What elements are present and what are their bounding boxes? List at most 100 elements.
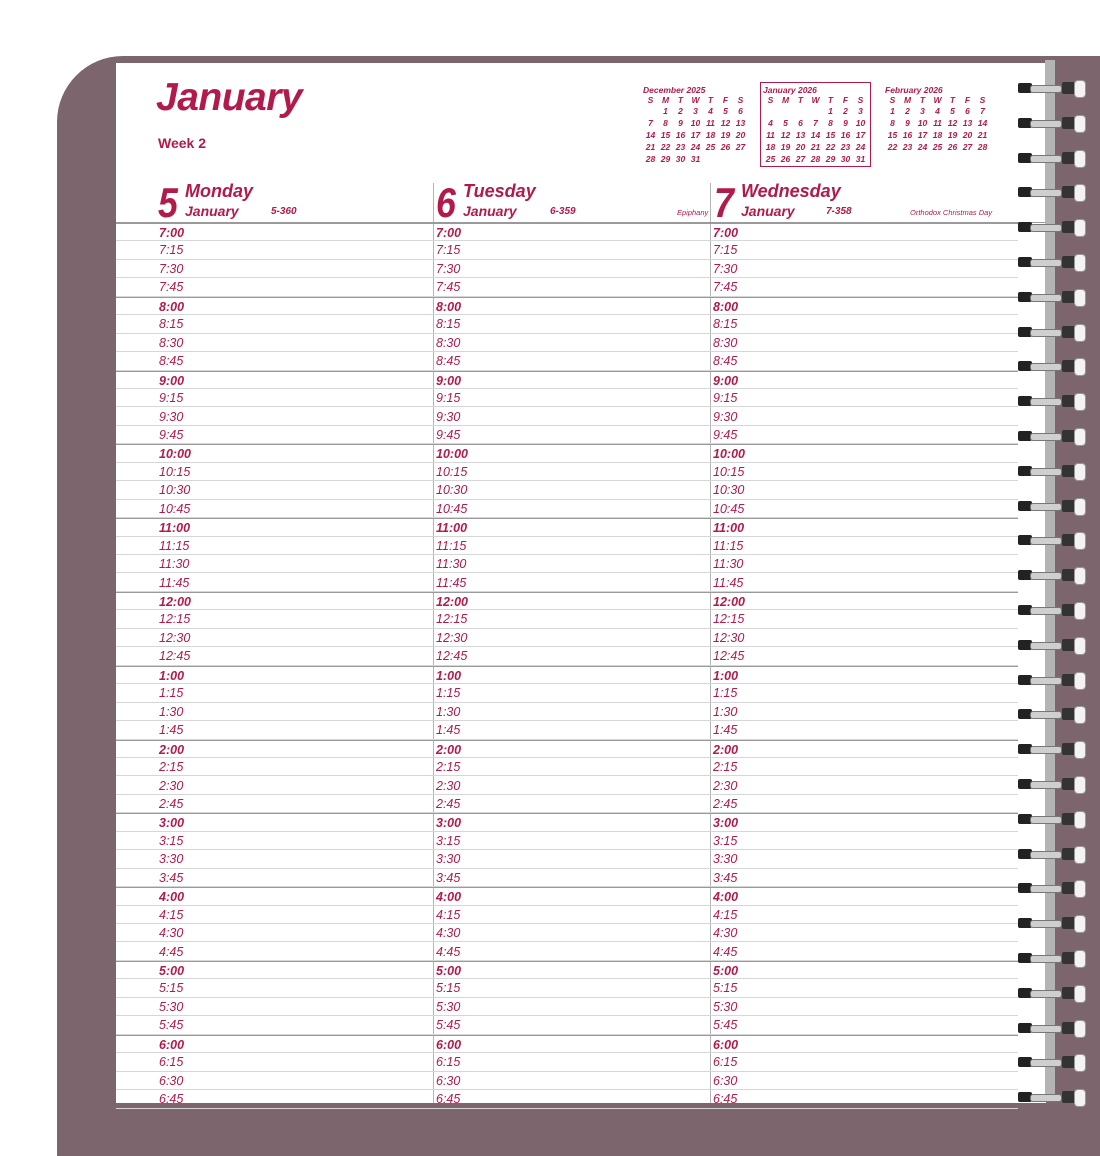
time-slot-tuesday[interactable]: 4:45 [433, 943, 710, 961]
time-slot-monday[interactable]: 10:30 [156, 481, 433, 500]
time-slot-monday[interactable]: 12:00 [156, 592, 433, 611]
time-slot-tuesday[interactable]: 12:45 [433, 647, 710, 666]
time-slot-wednesday[interactable]: 10:45 [710, 500, 1018, 519]
time-slot-wednesday[interactable]: 9:15 [710, 389, 1018, 408]
time-slot-tuesday[interactable]: 7:15 [433, 241, 710, 260]
time-slot-tuesday[interactable]: 7:30 [433, 260, 710, 279]
time-slot-monday[interactable]: 3:30 [156, 850, 433, 869]
time-slot-tuesday[interactable]: 8:30 [433, 334, 710, 353]
time-slot-tuesday[interactable]: 9:45 [433, 426, 710, 445]
time-slot-wednesday[interactable]: 1:45 [710, 721, 1018, 740]
time-slot-wednesday[interactable]: 2:15 [710, 758, 1018, 777]
time-slot-monday[interactable]: 5:45 [156, 1016, 433, 1035]
time-slot-monday[interactable]: 11:45 [156, 574, 433, 592]
time-slot-tuesday[interactable]: 1:00 [433, 665, 710, 685]
time-slot-monday[interactable]: 9:30 [156, 408, 433, 426]
time-slot-wednesday[interactable]: 11:45 [710, 574, 1018, 592]
time-slot-wednesday[interactable]: 6:00 [710, 1034, 1018, 1054]
time-slot-tuesday[interactable]: 12:00 [433, 592, 710, 611]
time-slot-tuesday[interactable]: 11:15 [433, 537, 710, 556]
time-slot-monday[interactable]: 12:15 [156, 610, 433, 629]
time-slot-monday[interactable]: 2:15 [156, 758, 433, 777]
time-slot-tuesday[interactable]: 3:45 [433, 869, 710, 888]
time-slot-wednesday[interactable]: 10:15 [710, 463, 1018, 482]
time-slot-wednesday[interactable]: 3:00 [710, 813, 1018, 832]
time-slot-wednesday[interactable]: 1:15 [710, 684, 1018, 703]
time-slot-wednesday[interactable]: 2:00 [710, 739, 1018, 758]
time-slot-tuesday[interactable]: 4:15 [433, 906, 710, 925]
time-slot-wednesday[interactable]: 12:30 [710, 629, 1018, 648]
time-slot-tuesday[interactable]: 4:00 [433, 887, 710, 906]
time-slot-monday[interactable]: 6:15 [156, 1053, 433, 1072]
time-slot-wednesday[interactable]: 3:15 [710, 832, 1018, 851]
time-slot-tuesday[interactable]: 11:45 [433, 574, 710, 592]
time-slot-wednesday[interactable]: 11:15 [710, 537, 1018, 556]
time-slot-wednesday[interactable]: 4:45 [710, 943, 1018, 961]
time-slot-wednesday[interactable]: 5:15 [710, 979, 1018, 998]
time-slot-wednesday[interactable]: 12:00 [710, 592, 1018, 611]
time-slot-monday[interactable]: 8:15 [156, 315, 433, 334]
time-slot-monday[interactable]: 3:00 [156, 813, 433, 832]
time-slot-monday[interactable]: 4:45 [156, 943, 433, 961]
time-slot-tuesday[interactable]: 2:30 [433, 777, 710, 795]
time-slot-wednesday[interactable]: 4:00 [710, 887, 1018, 906]
time-slot-monday[interactable]: 9:15 [156, 389, 433, 408]
time-slot-wednesday[interactable]: 8:45 [710, 352, 1018, 371]
time-slot-wednesday[interactable]: 9:30 [710, 408, 1018, 426]
time-slot-tuesday[interactable]: 3:15 [433, 832, 710, 851]
time-slot-monday[interactable]: 4:00 [156, 887, 433, 906]
time-slot-tuesday[interactable]: 5:45 [433, 1016, 710, 1035]
time-slot-tuesday[interactable]: 4:30 [433, 924, 710, 943]
time-slot-tuesday[interactable]: 9:15 [433, 389, 710, 408]
time-slot-monday[interactable]: 12:45 [156, 647, 433, 666]
time-slot-tuesday[interactable]: 9:30 [433, 408, 710, 426]
time-slot-wednesday[interactable]: 12:15 [710, 610, 1018, 629]
time-slot-wednesday[interactable]: 7:15 [710, 241, 1018, 260]
time-slot-monday[interactable]: 1:00 [156, 665, 433, 685]
time-slot-monday[interactable]: 11:15 [156, 537, 433, 556]
time-slot-wednesday[interactable]: 4:30 [710, 924, 1018, 943]
time-slot-tuesday[interactable]: 5:30 [433, 998, 710, 1017]
time-slot-monday[interactable]: 10:00 [156, 444, 433, 463]
time-slot-monday[interactable]: 2:30 [156, 777, 433, 795]
time-slot-tuesday[interactable]: 2:45 [433, 795, 710, 814]
time-slot-tuesday[interactable]: 3:30 [433, 850, 710, 869]
time-slot-monday[interactable]: 8:45 [156, 352, 433, 371]
time-slot-tuesday[interactable]: 7:00 [433, 223, 710, 242]
time-slot-tuesday[interactable]: 2:15 [433, 758, 710, 777]
time-slot-tuesday[interactable]: 7:45 [433, 278, 710, 297]
time-slot-monday[interactable]: 1:30 [156, 703, 433, 722]
time-slot-monday[interactable]: 5:00 [156, 961, 433, 980]
time-slot-tuesday[interactable]: 3:00 [433, 813, 710, 832]
time-slot-tuesday[interactable]: 1:30 [433, 703, 710, 722]
time-slot-tuesday[interactable]: 10:00 [433, 444, 710, 463]
time-slot-wednesday[interactable]: 2:30 [710, 777, 1018, 795]
time-slot-monday[interactable]: 10:15 [156, 463, 433, 482]
time-slot-tuesday[interactable]: 1:15 [433, 684, 710, 703]
time-slot-wednesday[interactable]: 6:15 [710, 1053, 1018, 1072]
time-slot-monday[interactable]: 5:30 [156, 998, 433, 1017]
time-slot-wednesday[interactable]: 1:30 [710, 703, 1018, 722]
time-slot-monday[interactable]: 12:30 [156, 629, 433, 648]
time-slot-wednesday[interactable]: 8:00 [710, 296, 1018, 316]
time-slot-tuesday[interactable]: 8:15 [433, 315, 710, 334]
time-slot-wednesday[interactable]: 9:00 [710, 370, 1018, 389]
time-slot-wednesday[interactable]: 7:45 [710, 278, 1018, 297]
time-slot-wednesday[interactable]: 6:30 [710, 1072, 1018, 1091]
time-slot-tuesday[interactable]: 12:30 [433, 629, 710, 648]
time-slot-tuesday[interactable]: 6:30 [433, 1072, 710, 1091]
time-slot-monday[interactable]: 9:00 [156, 370, 433, 389]
time-slot-tuesday[interactable]: 8:00 [433, 296, 710, 316]
time-slot-monday[interactable]: 3:15 [156, 832, 433, 851]
time-slot-monday[interactable]: 4:30 [156, 924, 433, 943]
time-slot-monday[interactable]: 11:00 [156, 518, 433, 537]
time-slot-wednesday[interactable]: 3:30 [710, 850, 1018, 869]
time-slot-monday[interactable]: 3:45 [156, 869, 433, 888]
time-slot-monday[interactable]: 2:45 [156, 795, 433, 814]
time-slot-monday[interactable]: 11:30 [156, 555, 433, 574]
time-slot-wednesday[interactable]: 10:30 [710, 481, 1018, 500]
time-slot-monday[interactable]: 7:15 [156, 241, 433, 260]
time-slot-tuesday[interactable]: 10:45 [433, 500, 710, 519]
time-slot-wednesday[interactable]: 10:00 [710, 444, 1018, 463]
time-slot-tuesday[interactable]: 10:15 [433, 463, 710, 482]
